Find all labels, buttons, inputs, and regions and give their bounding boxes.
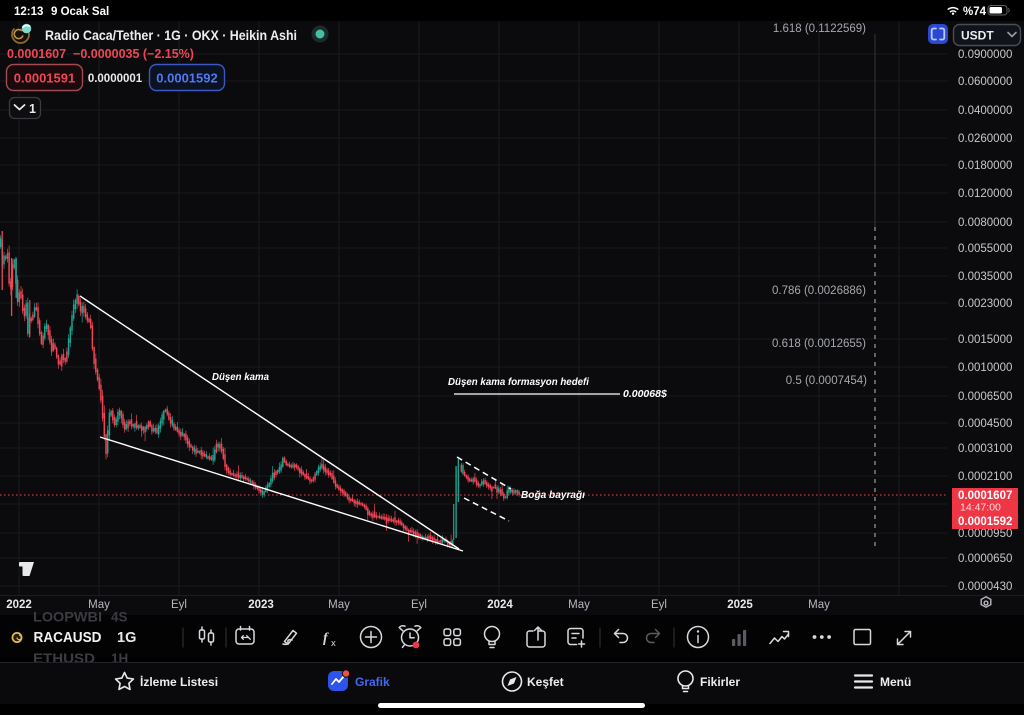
svg-text:Keşfet: Keşfet [527,675,564,689]
svg-text:4S: 4S [111,610,128,625]
svg-text:Fikirler: Fikirler [700,675,740,689]
svg-text:Eyl: Eyl [411,599,427,611]
svg-text:LOOPWBI: LOOPWBI [33,610,102,625]
svg-text:0.0260000: 0.0260000 [958,133,1012,145]
svg-text:0.0001607: 0.0001607 [958,490,1012,502]
svg-text:0.0001591: 0.0001591 [14,71,75,86]
svg-text:14:47:00: 14:47:00 [960,502,1001,514]
svg-text:0.618 (0.0012655): 0.618 (0.0012655) [772,338,866,350]
svg-text:0.0055000: 0.0055000 [958,243,1012,255]
svg-text:x: x [331,638,336,649]
svg-text:Düşen kama formasyon hedefi: Düşen kama formasyon hedefi [448,376,590,388]
svg-text:2024: 2024 [487,599,513,611]
svg-text:0.0002100: 0.0002100 [958,471,1012,483]
svg-text:12:13: 12:13 [14,6,43,18]
svg-text:0.00068$: 0.00068$ [623,388,667,400]
svg-text:İzleme Listesi: İzleme Listesi [140,674,218,689]
svg-text:0.0035000: 0.0035000 [958,271,1012,283]
svg-text:May: May [328,599,350,611]
svg-text:0.0180000: 0.0180000 [958,160,1012,172]
svg-text:9 Ocak Sal: 9 Ocak Sal [51,6,109,18]
svg-text:0.0001607 −0.0000035 (−2.15%): 0.0001607 −0.0000035 (−2.15%) [7,47,194,61]
svg-text:0.0120000: 0.0120000 [958,188,1012,200]
svg-text:2022: 2022 [6,599,32,611]
svg-text:0.0400000: 0.0400000 [958,105,1012,117]
svg-text:%74: %74 [963,6,987,18]
svg-text:Menü: Menü [880,675,911,689]
svg-text:0.0000950: 0.0000950 [958,528,1012,540]
svg-text:RACAUSD: RACAUSD [34,630,102,646]
svg-text:May: May [568,599,590,611]
svg-text:Düşen kama: Düşen kama [212,371,269,383]
svg-text:0.0023000: 0.0023000 [958,298,1012,310]
svg-text:0.786 (0.0026886): 0.786 (0.0026886) [772,285,866,297]
svg-text:0.0000430: 0.0000430 [958,581,1012,593]
svg-text:f: f [323,631,329,646]
svg-text:2025: 2025 [727,599,753,611]
svg-text:0.5 (0.0007454): 0.5 (0.0007454) [786,375,867,387]
svg-text:0.0010000: 0.0010000 [958,362,1012,374]
svg-text:1G: 1G [117,630,136,646]
svg-text:1.618 (0.1122569): 1.618 (0.1122569) [773,23,866,35]
svg-text:USDT: USDT [961,29,994,43]
svg-text:2023: 2023 [248,599,274,611]
svg-text:0.0004500: 0.0004500 [958,418,1012,430]
svg-text:0.0001592: 0.0001592 [958,516,1012,528]
svg-text:0.0006500: 0.0006500 [958,391,1012,403]
svg-text:0.0900000: 0.0900000 [958,49,1012,61]
svg-text:Radio Caca/Tether · 1G · OKX ·: Radio Caca/Tether · 1G · OKX · Heikin As… [45,28,297,43]
svg-text:May: May [808,599,830,611]
svg-text:0.0000001: 0.0000001 [88,73,143,85]
svg-text:Eyl: Eyl [171,599,187,611]
svg-text:0.0600000: 0.0600000 [958,76,1012,88]
svg-text:Eyl: Eyl [651,599,667,611]
svg-text:May: May [88,599,110,611]
svg-text:0.0001592: 0.0001592 [156,71,217,86]
svg-text:0.0080000: 0.0080000 [958,217,1012,229]
svg-text:0.0015000: 0.0015000 [958,334,1012,346]
svg-text:Grafik: Grafik [355,675,390,689]
svg-text:Boğa bayrağı: Boğa bayrağı [521,489,585,501]
svg-text:0.0000650: 0.0000650 [958,553,1012,565]
svg-text:0.0003100: 0.0003100 [958,443,1012,455]
svg-text:1: 1 [29,102,36,116]
